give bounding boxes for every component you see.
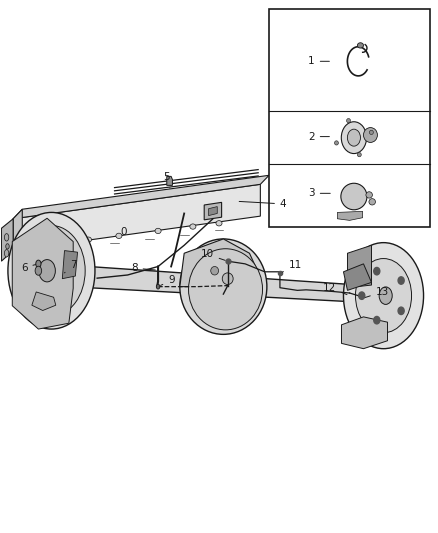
Circle shape [398, 277, 404, 284]
Ellipse shape [35, 266, 42, 275]
Text: 5: 5 [163, 172, 170, 188]
Ellipse shape [341, 122, 367, 154]
Ellipse shape [366, 192, 372, 198]
Ellipse shape [85, 237, 92, 243]
Polygon shape [180, 239, 258, 287]
Ellipse shape [347, 129, 360, 146]
Circle shape [374, 317, 380, 324]
Polygon shape [13, 175, 269, 219]
Polygon shape [347, 245, 371, 288]
Ellipse shape [341, 183, 367, 210]
Polygon shape [62, 251, 78, 279]
Circle shape [374, 268, 380, 275]
Text: 0: 0 [120, 227, 127, 237]
Polygon shape [13, 184, 260, 251]
Ellipse shape [369, 130, 373, 134]
Ellipse shape [188, 249, 262, 330]
Text: 4: 4 [239, 199, 286, 209]
Ellipse shape [155, 228, 161, 233]
Text: 9: 9 [161, 275, 175, 286]
Text: 8: 8 [131, 263, 155, 273]
Ellipse shape [346, 118, 350, 123]
Ellipse shape [33, 244, 39, 249]
Ellipse shape [379, 287, 392, 304]
Ellipse shape [356, 259, 412, 333]
Ellipse shape [6, 244, 9, 249]
Polygon shape [167, 176, 173, 185]
Ellipse shape [116, 233, 122, 238]
Ellipse shape [36, 260, 41, 268]
Ellipse shape [369, 199, 375, 205]
Polygon shape [13, 209, 22, 251]
Polygon shape [12, 218, 73, 329]
Ellipse shape [222, 273, 233, 285]
Text: 10: 10 [201, 249, 225, 260]
Text: 11: 11 [283, 261, 302, 272]
Text: 12: 12 [323, 282, 347, 295]
Circle shape [398, 307, 404, 314]
Ellipse shape [211, 266, 219, 275]
Ellipse shape [156, 284, 160, 289]
Text: 7: 7 [64, 260, 77, 273]
Bar [269, 10, 430, 227]
Text: 2: 2 [308, 132, 329, 142]
Text: 6: 6 [21, 263, 36, 272]
Polygon shape [208, 207, 217, 216]
Ellipse shape [18, 225, 85, 316]
Ellipse shape [364, 127, 378, 142]
Polygon shape [1, 219, 13, 261]
Polygon shape [337, 212, 363, 220]
Ellipse shape [343, 243, 424, 349]
Ellipse shape [59, 240, 65, 246]
Ellipse shape [8, 213, 95, 329]
Ellipse shape [357, 152, 361, 157]
Ellipse shape [335, 141, 339, 145]
Ellipse shape [4, 233, 9, 241]
Text: 13: 13 [365, 287, 389, 297]
Ellipse shape [190, 224, 196, 229]
Ellipse shape [4, 249, 9, 257]
Polygon shape [204, 203, 222, 220]
Text: 3: 3 [308, 188, 330, 198]
Ellipse shape [39, 260, 55, 282]
Ellipse shape [357, 43, 364, 48]
Ellipse shape [216, 221, 222, 226]
Polygon shape [343, 264, 371, 290]
Polygon shape [342, 317, 388, 349]
Text: 1: 1 [308, 56, 329, 66]
Circle shape [359, 292, 365, 300]
Ellipse shape [180, 239, 267, 334]
Polygon shape [88, 266, 367, 303]
Polygon shape [32, 292, 56, 311]
